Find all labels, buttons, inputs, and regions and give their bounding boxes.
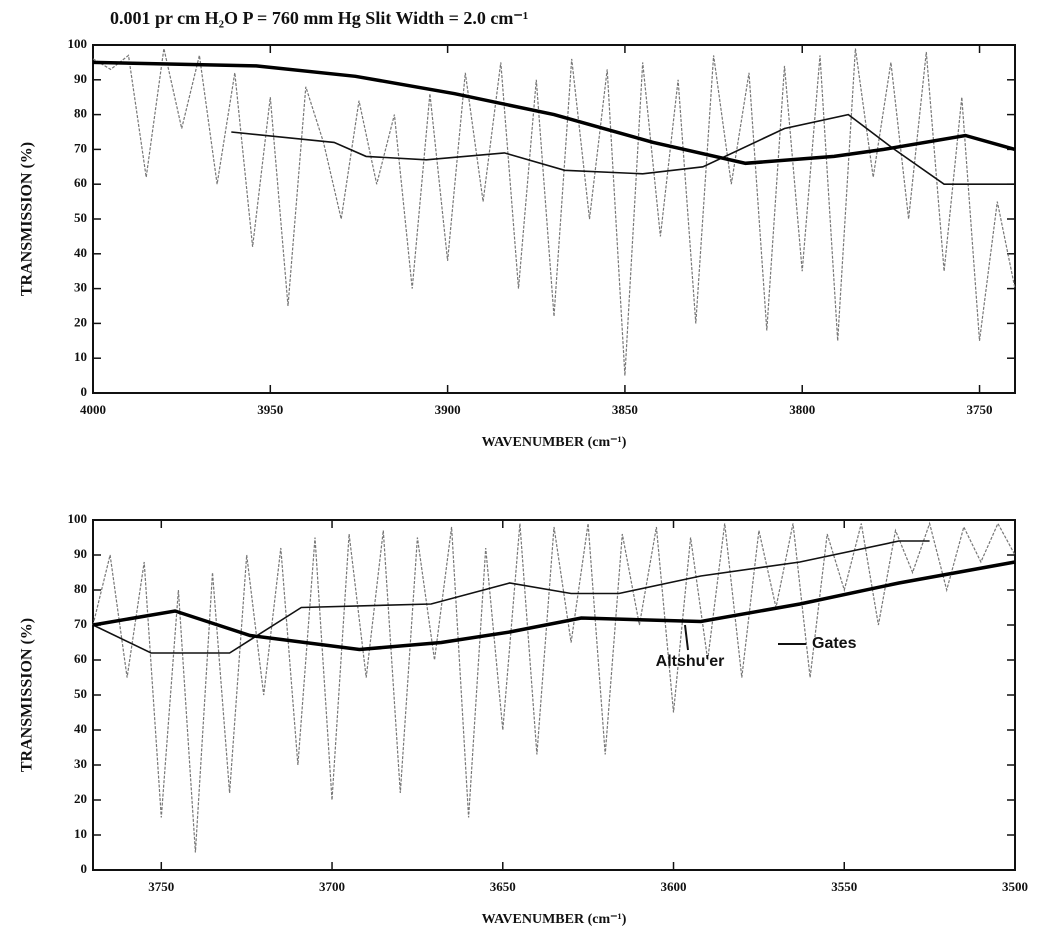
y-tick-label: 60 xyxy=(74,651,87,666)
y-tick-label: 80 xyxy=(74,581,87,596)
y-tick-label: 30 xyxy=(74,280,87,295)
x-tick-label: 3500 xyxy=(1002,879,1028,894)
y-tick-label: 100 xyxy=(68,511,88,526)
y-tick-label: 90 xyxy=(74,71,87,86)
series-line xyxy=(231,113,1015,185)
y-tick-label: 0 xyxy=(81,861,88,876)
y-tick-label: 20 xyxy=(74,791,87,806)
y-tick-label: 80 xyxy=(74,106,87,121)
chart-title: 0.001 pr cm H₂O P = 760 mm Hg Slit Width… xyxy=(110,8,528,28)
x-axis-label: WAVENUMBER (cm⁻¹) xyxy=(482,435,627,450)
y-tick-label: 30 xyxy=(74,756,87,771)
y-tick-label: 10 xyxy=(74,826,87,841)
x-tick-label: 3600 xyxy=(661,879,687,894)
y-tick-label: 40 xyxy=(74,245,87,260)
y-tick-label: 20 xyxy=(74,314,87,329)
y-axis-label: TRANSMISSION (%) xyxy=(19,618,36,772)
y-tick-label: 100 xyxy=(68,36,88,51)
y-tick-label: 70 xyxy=(74,140,87,155)
x-tick-label: 3750 xyxy=(967,402,993,417)
y-tick-label: 60 xyxy=(74,175,87,190)
series-line xyxy=(92,540,930,654)
y-tick-label: 70 xyxy=(74,616,87,631)
series-label: Gates xyxy=(812,635,857,652)
series-line xyxy=(92,560,1016,652)
y-axis-label: TRANSMISSION (%) xyxy=(19,142,36,296)
series-line xyxy=(92,60,1016,166)
x-tick-label: 3900 xyxy=(435,402,461,417)
y-tick-label: 50 xyxy=(74,210,87,225)
y-tick-label: 10 xyxy=(74,349,87,364)
x-tick-label: 4000 xyxy=(80,402,106,417)
annotation-arrow xyxy=(684,624,689,651)
x-tick-label: 3650 xyxy=(490,879,516,894)
series-line xyxy=(92,48,1016,376)
y-tick-label: 0 xyxy=(81,384,88,399)
series-label: Altshu'er xyxy=(656,653,725,670)
x-tick-label: 3950 xyxy=(257,402,283,417)
y-tick-label: 50 xyxy=(74,686,87,701)
x-tick-label: 3550 xyxy=(831,879,857,894)
plot-frame xyxy=(92,519,1016,871)
x-tick-label: 3800 xyxy=(789,402,815,417)
x-tick-label: 3850 xyxy=(612,402,638,417)
x-tick-label: 3700 xyxy=(319,879,345,894)
x-tick-label: 3750 xyxy=(148,879,174,894)
x-axis-label: WAVENUMBER (cm⁻¹) xyxy=(482,912,627,927)
y-tick-label: 40 xyxy=(74,721,87,736)
series-line xyxy=(92,521,1016,853)
y-tick-label: 90 xyxy=(74,546,87,561)
